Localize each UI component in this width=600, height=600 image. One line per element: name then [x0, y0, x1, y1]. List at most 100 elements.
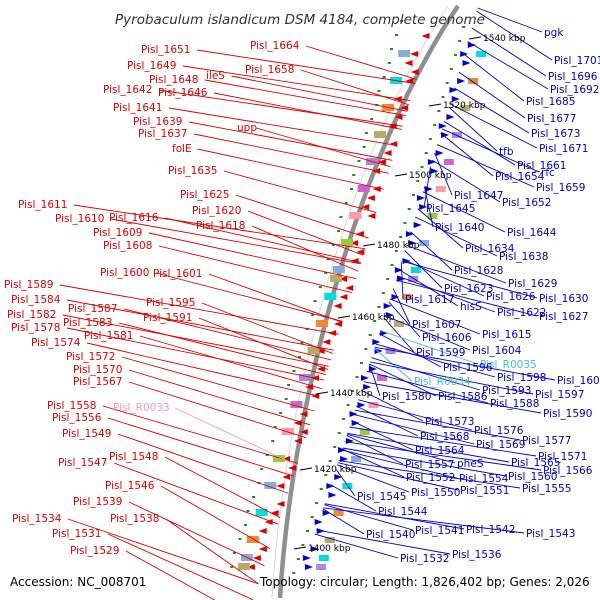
leader-line: [371, 357, 481, 391]
leader-line: [357, 399, 473, 431]
tick-mark: [395, 34, 399, 36]
leader-line: [441, 128, 540, 173]
leader-line: [235, 194, 369, 239]
kbp-label: 1440 kbp: [330, 389, 373, 399]
tick-mark: [449, 68, 453, 70]
tick-mark: [364, 348, 368, 350]
gene-label-pisl-1531: Pisl_1531: [52, 528, 101, 540]
feature-box: [351, 456, 362, 462]
gene-label-pisl-1565: Pisl_1565: [511, 457, 560, 469]
leader-line: [354, 409, 521, 441]
leader-line: [196, 49, 416, 84]
gene-label-pisl-1552: Pisl_1552: [406, 472, 455, 484]
leader-line: [59, 284, 339, 335]
gene-label-pisl-1548: Pisl_1548: [109, 451, 158, 463]
feature-box: [237, 563, 250, 570]
feature-box: [316, 320, 329, 327]
gene-arrow-left: [372, 186, 381, 192]
leader-line: [453, 87, 530, 134]
tick-mark: [238, 538, 242, 540]
tick-mark: [403, 222, 407, 224]
gene-arrow-right: [314, 519, 323, 525]
leader-line: [347, 432, 510, 463]
gene-label-pisl-1588: Pisl_1588: [490, 398, 539, 410]
tick-mark: [357, 160, 361, 162]
gene-label-pisl-1566: Pisl_1566: [543, 465, 593, 477]
gene-label-pisl-1570: Pisl_1570: [73, 364, 122, 376]
gene-label-pisl-1609: Pisl_1609: [93, 227, 142, 239]
tick-mark: [287, 384, 291, 386]
gene-label-pisl-1572: Pisl_1572: [66, 351, 115, 363]
gene-label-pisl-1586: Pisl_1586: [438, 391, 488, 403]
tick-mark: [382, 76, 386, 78]
gene-label-pisl-1635: Pisl_1635: [168, 165, 217, 177]
tick-mark: [337, 230, 341, 232]
leader-line: [369, 361, 534, 395]
gene-label-pisl-1578: Pisl_1578: [11, 322, 60, 334]
kbp-tick: [299, 467, 313, 471]
leader-line: [165, 518, 259, 585]
gene-label-pisl-1551: Pisl_1551: [460, 485, 509, 497]
feature-box: [385, 348, 396, 354]
gene-label-pisl-1529: Pisl_1529: [70, 545, 119, 557]
gene-label-pisl-1623: Pisl_1623: [444, 283, 493, 295]
gene-arrow-left: [246, 564, 255, 570]
tick-mark: [333, 446, 337, 448]
gene-label-pisl-1568: Pisl_1568: [420, 431, 469, 443]
tick-mark: [230, 566, 234, 568]
gene-arrow-right: [304, 564, 313, 570]
gene-label-pisl-1550: Pisl_1550: [411, 487, 460, 499]
gene-arrow-right: [441, 132, 450, 138]
leader-line: [300, 69, 410, 106]
tick-mark: [292, 370, 296, 372]
leader-line: [349, 426, 537, 457]
leader-line: [86, 342, 320, 397]
gene-arrow-right: [385, 312, 394, 318]
leader-line: [388, 301, 421, 338]
tick-mark: [324, 272, 328, 274]
gene-label-iles: ileS: [206, 70, 225, 82]
tick-mark: [387, 62, 391, 64]
tick-mark: [337, 432, 341, 434]
feature-box: [452, 132, 463, 138]
tick-mark: [301, 544, 305, 546]
gene-label-pisl-1664: Pisl_1664: [250, 40, 300, 52]
leader-line: [107, 533, 254, 600]
gene-label-pisl-1615: Pisl_1615: [482, 329, 531, 341]
gene-arrow-right: [435, 150, 444, 156]
gene-arrow-left: [350, 240, 359, 246]
gene-label-pisl-1587: Pisl_1587: [68, 303, 117, 315]
leader-line: [324, 504, 414, 531]
gene-arrow-left: [410, 69, 419, 75]
tick-mark: [359, 362, 363, 364]
leader-lines: [59, 7, 556, 600]
leader-line: [355, 405, 419, 437]
gene-label-pisl-1569: Pisl_1569: [476, 439, 525, 451]
gene-label-pisl-1547: Pisl_1547: [58, 457, 107, 469]
leader-line: [314, 533, 399, 559]
tick-mark: [311, 314, 315, 316]
leader-line: [123, 308, 331, 361]
feature-box: [307, 347, 320, 354]
leader-line: [198, 317, 328, 370]
tick-mark: [315, 502, 319, 504]
gene-arrow-right: [416, 195, 425, 201]
gene-arrow-left: [400, 105, 409, 111]
gene-arrow-left: [377, 159, 386, 165]
gene-label-pisl-1638: Pisl_1638: [499, 251, 548, 263]
gene-arrow-left: [333, 303, 342, 309]
kbp-label: 1540 kbp: [483, 34, 526, 44]
tick-mark: [462, 26, 466, 28]
leader-line: [363, 381, 542, 414]
leader-line: [448, 106, 498, 152]
leader-line: [341, 449, 458, 479]
gene-arrow-left: [258, 528, 267, 534]
gene-label-pisl-1595: Pisl_1595: [146, 297, 195, 309]
leader-line: [337, 464, 410, 493]
leader-line: [121, 356, 315, 412]
tick-mark: [326, 258, 330, 260]
gene-arrow-right: [462, 60, 471, 66]
gene-arrow-right: [394, 267, 403, 273]
gene-arrow-left: [345, 285, 354, 291]
gene-arrow-right: [457, 78, 466, 84]
